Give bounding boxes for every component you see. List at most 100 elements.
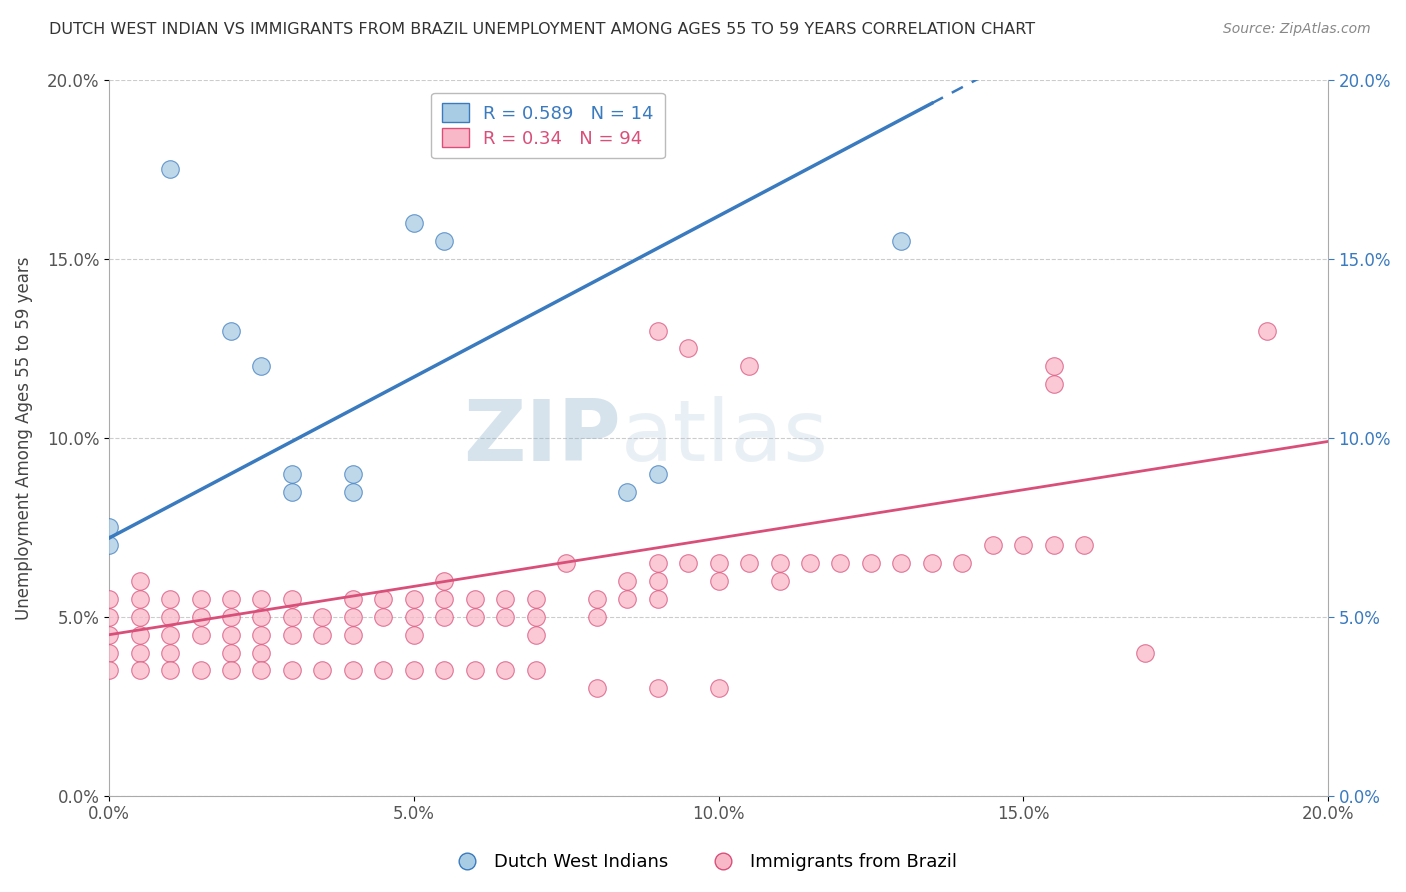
Point (921, 556, 943, 570)
Point (402, 628, 425, 642)
Point (647, 467, 669, 481)
Point (281, 484, 304, 499)
Point (647, 556, 669, 570)
Point (250, 591, 273, 606)
Point (1256, 324, 1278, 338)
Point (342, 664, 364, 678)
Point (128, 609, 150, 624)
Point (585, 609, 607, 624)
Point (342, 628, 364, 642)
Point (311, 609, 333, 624)
Point (402, 664, 425, 678)
Point (250, 609, 273, 624)
Point (464, 664, 486, 678)
Point (616, 591, 638, 606)
Point (98, 538, 121, 552)
Point (219, 664, 242, 678)
Point (402, 216, 425, 230)
Point (98, 609, 121, 624)
Point (281, 664, 304, 678)
Point (647, 591, 669, 606)
Point (402, 609, 425, 624)
Point (190, 591, 212, 606)
Point (433, 574, 456, 588)
Point (647, 324, 669, 338)
Point (707, 681, 730, 696)
Text: ZIP: ZIP (464, 396, 621, 479)
Point (159, 664, 181, 678)
Point (250, 664, 273, 678)
Point (159, 609, 181, 624)
Point (250, 646, 273, 660)
Point (373, 609, 395, 624)
Point (494, 591, 516, 606)
Point (1135, 646, 1157, 660)
Point (433, 609, 456, 624)
Point (98, 591, 121, 606)
Point (738, 359, 761, 374)
Point (250, 359, 273, 374)
Point (981, 538, 1004, 552)
Point (494, 664, 516, 678)
Point (524, 591, 547, 606)
Point (128, 628, 150, 642)
Point (585, 591, 607, 606)
Y-axis label: Unemployment Among Ages 55 to 59 years: Unemployment Among Ages 55 to 59 years (15, 256, 32, 620)
Point (585, 681, 607, 696)
Point (433, 591, 456, 606)
Point (890, 234, 912, 248)
Point (707, 574, 730, 588)
Point (373, 591, 395, 606)
Point (190, 628, 212, 642)
Legend: R = 0.589   N = 14, R = 0.34   N = 94: R = 0.589 N = 14, R = 0.34 N = 94 (432, 93, 665, 159)
Point (159, 591, 181, 606)
Point (219, 646, 242, 660)
Point (616, 484, 638, 499)
Point (311, 628, 333, 642)
Point (707, 556, 730, 570)
Point (1073, 538, 1095, 552)
Point (281, 467, 304, 481)
Point (830, 556, 852, 570)
Point (219, 324, 242, 338)
Point (98, 646, 121, 660)
Point (494, 609, 516, 624)
Point (738, 556, 761, 570)
Point (433, 234, 456, 248)
Point (433, 664, 456, 678)
Point (190, 609, 212, 624)
Point (281, 628, 304, 642)
Point (464, 591, 486, 606)
Point (128, 646, 150, 660)
Point (159, 646, 181, 660)
Point (950, 556, 973, 570)
Point (342, 467, 364, 481)
Point (128, 664, 150, 678)
Point (98, 520, 121, 534)
Point (128, 574, 150, 588)
Point (1012, 538, 1035, 552)
Point (768, 574, 790, 588)
Point (219, 609, 242, 624)
Point (342, 609, 364, 624)
Point (1043, 538, 1066, 552)
Point (342, 484, 364, 499)
Point (311, 664, 333, 678)
Point (281, 591, 304, 606)
Point (250, 628, 273, 642)
Text: DUTCH WEST INDIAN VS IMMIGRANTS FROM BRAZIL UNEMPLOYMENT AMONG AGES 55 TO 59 YEA: DUTCH WEST INDIAN VS IMMIGRANTS FROM BRA… (49, 22, 1035, 37)
Point (159, 162, 181, 177)
Point (159, 628, 181, 642)
Point (402, 591, 425, 606)
Point (281, 609, 304, 624)
Point (799, 556, 821, 570)
Point (1043, 359, 1066, 374)
Point (219, 628, 242, 642)
Point (524, 628, 547, 642)
Point (616, 574, 638, 588)
Point (524, 664, 547, 678)
Point (190, 664, 212, 678)
Point (859, 556, 882, 570)
Text: atlas: atlas (621, 396, 830, 479)
Point (676, 342, 699, 356)
